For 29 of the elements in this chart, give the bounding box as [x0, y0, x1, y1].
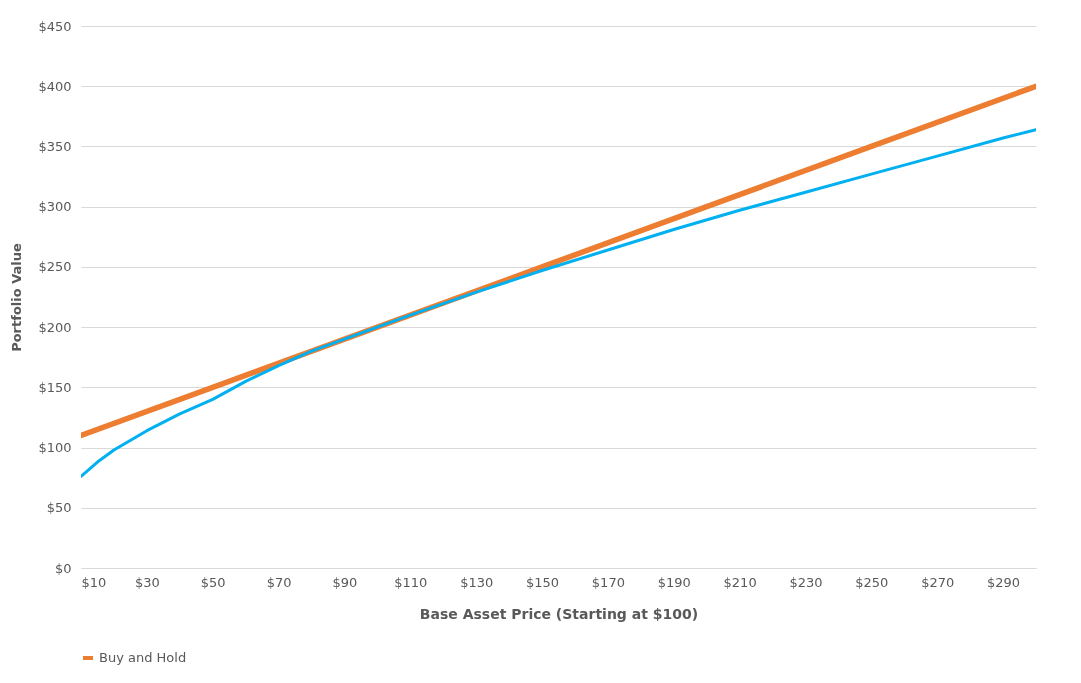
y-tick-label: $100	[38, 440, 72, 456]
x-axis-title: Base Asset Price (Starting at $100)	[419, 605, 699, 622]
x-tick-label: $110	[394, 574, 428, 590]
y-tick-label: $250	[38, 259, 72, 275]
x-tick-label: $270	[921, 574, 955, 590]
x-tick-label: $250	[855, 574, 889, 590]
line-series	[81, 128, 1036, 478]
x-tick-label: $190	[657, 574, 691, 590]
y-tick-label: $350	[38, 138, 72, 154]
x-tick-label: $230	[789, 574, 823, 590]
x-tick-label: $10	[81, 574, 107, 590]
y-tick-label: $450	[38, 18, 72, 34]
legend-label: Buy and Hold	[99, 650, 187, 665]
x-tick-label: $210	[723, 574, 757, 590]
x-tick-label: $150	[525, 574, 560, 590]
y-tick-label: $0	[54, 560, 72, 576]
y-tick-label: $50	[46, 500, 72, 516]
x-tick-label: $130	[460, 574, 494, 590]
x-tick-label: $90	[332, 574, 358, 590]
y-axis-title: Portfolio Value	[9, 242, 25, 352]
y-tick-label: $300	[38, 199, 72, 215]
y-tick-label: $150	[38, 379, 72, 395]
x-tick-label: $30	[134, 574, 160, 590]
y-tick-label: $400	[38, 78, 72, 94]
x-tick-label: $290	[987, 574, 1021, 590]
y-tick-label: $200	[38, 319, 72, 335]
x-tick-label: $170	[591, 574, 625, 590]
x-tick-label: $50	[200, 574, 226, 590]
x-tick-label: $70	[266, 574, 292, 590]
